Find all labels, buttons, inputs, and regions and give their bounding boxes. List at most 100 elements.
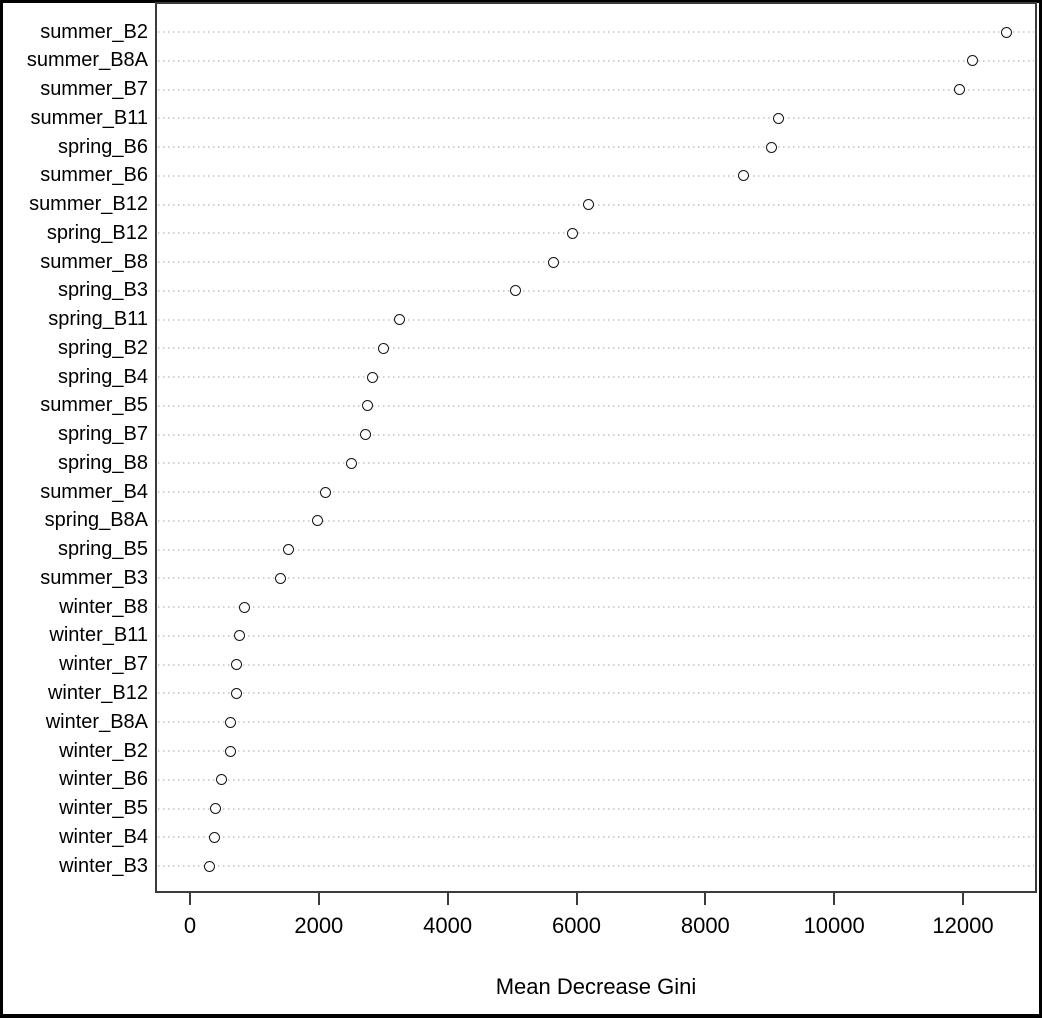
y-axis-label: spring_B7 [57, 423, 148, 446]
data-point [312, 515, 324, 527]
gridline [158, 721, 1034, 724]
data-point [547, 256, 559, 268]
gridline [158, 88, 1034, 91]
gridline [158, 778, 1034, 781]
data-point [766, 141, 778, 153]
gridline [158, 692, 1034, 695]
data-point [1000, 26, 1012, 38]
data-point [361, 400, 373, 412]
gridline [158, 548, 1034, 551]
plot-area [155, 2, 1037, 893]
x-axis-tick-label: 8000 [680, 913, 730, 938]
data-point [209, 831, 221, 843]
data-point [234, 630, 246, 642]
gridline [158, 59, 1034, 62]
y-axis-label: spring_B12 [46, 221, 148, 244]
y-axis-label: spring_B5 [57, 538, 148, 561]
data-point [567, 227, 579, 239]
data-point [203, 860, 215, 872]
y-axis-label: winter_B2 [59, 739, 148, 762]
gridline [158, 203, 1034, 206]
data-point [225, 716, 237, 728]
gridline [158, 347, 1034, 350]
y-axis-label: winter_B7 [59, 653, 148, 676]
y-axis-label: winter_B5 [59, 797, 148, 820]
y-axis-label: winter_B11 [49, 624, 148, 647]
data-point [238, 601, 250, 613]
gridline [158, 462, 1034, 465]
x-axis-tick-label: 4000 [423, 913, 473, 938]
x-axis-tick [189, 893, 191, 905]
data-point [509, 285, 521, 297]
gridline [158, 117, 1034, 120]
data-point [319, 486, 331, 498]
gridline [158, 606, 1034, 609]
y-axis-label: summer_B3 [40, 566, 148, 589]
y-axis-label: winter_B8 [59, 595, 148, 618]
data-point [954, 84, 966, 96]
gridline [158, 318, 1034, 321]
data-point [345, 457, 357, 469]
y-axis-label: spring_B2 [57, 336, 148, 359]
y-axis-label: spring_B8 [57, 451, 148, 474]
y-axis-label: spring_B4 [57, 365, 148, 388]
y-axis-label: spring_B8A [44, 509, 148, 532]
gridline [158, 232, 1034, 235]
data-point [230, 687, 242, 699]
data-point [275, 572, 287, 584]
y-axis-label: summer_B11 [30, 106, 148, 129]
x-axis-tick [446, 893, 449, 905]
data-point [216, 774, 228, 786]
y-axis-label: summer_B8 [40, 250, 148, 273]
y-axis-label: summer_B4 [40, 480, 148, 503]
y-axis-label: winter_B6 [59, 768, 148, 791]
x-axis-tick [962, 893, 964, 905]
gridline [158, 31, 1034, 33]
gridline [158, 289, 1034, 292]
y-axis-label: winter_B4 [59, 825, 148, 848]
data-point [737, 170, 749, 182]
y-axis-label: spring_B11 [48, 308, 148, 331]
x-axis-tick [833, 893, 836, 905]
gridline [158, 146, 1034, 149]
data-point [359, 429, 371, 441]
y-axis-label: winter_B3 [59, 854, 148, 877]
x-axis-tick-label: 12000 [932, 913, 994, 938]
y-axis-label: summer_B2 [40, 20, 148, 43]
gridline [158, 807, 1034, 810]
x-axis-tick [575, 893, 578, 905]
data-point [209, 803, 221, 815]
gridline [158, 577, 1034, 580]
y-axis-label: summer_B5 [40, 394, 148, 417]
data-point [772, 112, 784, 124]
gridline [158, 261, 1034, 264]
y-axis-label: summer_B8A [26, 49, 148, 72]
y-axis-label: summer_B12 [29, 193, 148, 216]
data-point [394, 314, 406, 326]
y-axis-label: winter_B12 [47, 681, 148, 704]
x-axis-tick-label: 6000 [552, 913, 601, 938]
gridline [158, 836, 1034, 839]
x-axis-tick-label: 10000 [803, 913, 865, 938]
gridline [158, 750, 1034, 752]
data-point [283, 544, 295, 556]
y-axis-label: spring_B6 [57, 135, 148, 158]
gridline [158, 663, 1034, 666]
gridline [158, 433, 1034, 436]
data-point [367, 371, 379, 383]
data-point [377, 342, 389, 354]
x-axis-title: Mean Decrease Gini [495, 974, 697, 999]
gridline [158, 174, 1034, 177]
x-axis-tick-label: 0 [183, 913, 197, 938]
gridline [158, 404, 1034, 407]
data-point [231, 659, 243, 671]
y-axis-label: summer_B7 [40, 78, 148, 101]
y-axis-label: spring_B3 [57, 279, 148, 302]
x-axis-tick [704, 893, 707, 905]
gridline [158, 634, 1034, 637]
data-point [967, 55, 979, 67]
data-point [225, 745, 237, 757]
x-axis-tick-label: 2000 [294, 913, 344, 938]
gridline [158, 376, 1034, 379]
